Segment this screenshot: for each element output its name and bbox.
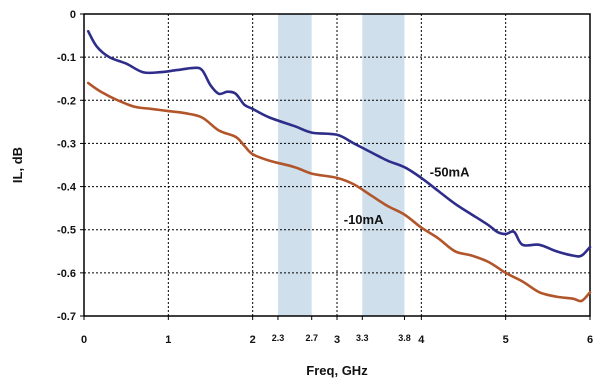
y-tick-label-0: 0 (70, 9, 76, 21)
y-axis-title: IL, dB (10, 147, 25, 183)
x-tick-label-5: 3 (334, 334, 340, 346)
x-tick-label-6: 3.3 (356, 333, 369, 343)
x-tick-label-8: 4 (418, 334, 425, 346)
x-tick-label-1: 1 (165, 334, 171, 346)
series-labels: -50mA -10mA (344, 164, 470, 226)
y-tick-label-7: -0.7 (57, 311, 76, 323)
y-tick-label-3: -0.3 (57, 138, 76, 150)
shaded-bands (277, 14, 405, 316)
x-tick-label-10: 6 (587, 334, 593, 346)
y-tick-label-5: -0.5 (57, 225, 76, 237)
series-line-1 (86, 81, 592, 303)
x-tick-label-9: 5 (503, 334, 509, 346)
series-label-1: -10mA (344, 212, 384, 227)
x-tick-label-7: 3.8 (398, 333, 411, 343)
gridlines (84, 14, 590, 316)
x-tick-label-3: 2.3 (272, 333, 285, 343)
x-axis-title: Freq, GHz (306, 363, 368, 378)
x-tick-label-2: 2 (250, 334, 256, 346)
x-tick-label-0: 0 (81, 334, 87, 346)
y-tick-label-6: -0.6 (57, 268, 76, 280)
y-tick-label-2: -0.2 (57, 95, 76, 107)
tick-labels: 0 -0.1 -0.2 -0.3 -0.4 -0.5 -0.6 -0.7 0 1 2 2.3 2.7 3 3… (57, 9, 593, 346)
y-tick-label-1: -0.1 (57, 52, 76, 64)
x-tick-label-4: 2.7 (305, 333, 318, 343)
series-line-0 (86, 30, 592, 258)
series-lines (86, 30, 592, 303)
series-label-0: -50mA (430, 164, 470, 179)
y-tick-label-4: -0.4 (57, 182, 77, 194)
